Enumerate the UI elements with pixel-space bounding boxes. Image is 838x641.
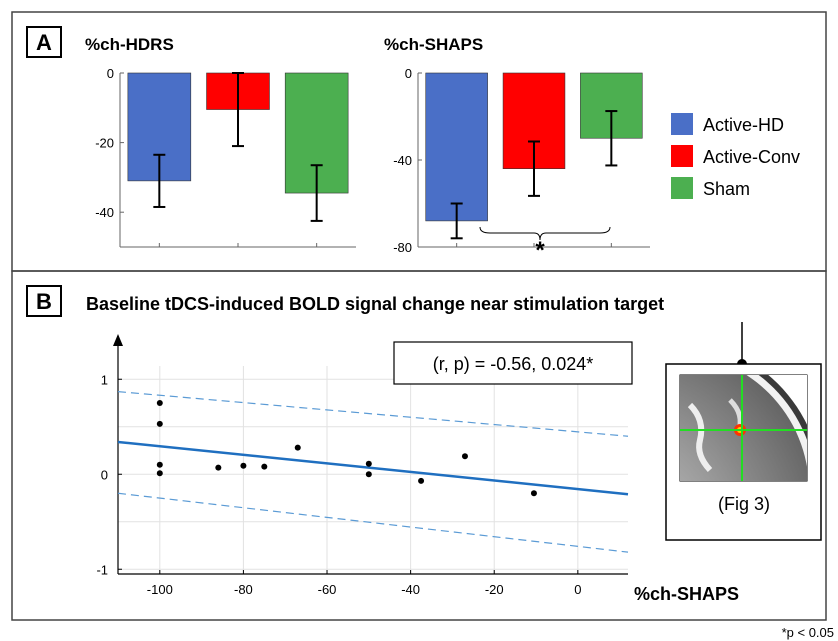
data-point <box>365 460 372 467</box>
ci-lower-line <box>117 492 629 553</box>
data-point <box>215 464 222 471</box>
x-tick-label: -40 <box>401 582 420 597</box>
data-point <box>156 461 163 468</box>
legend: Active-HD Active-Conv Sham <box>671 113 800 199</box>
y-tick-label: -80 <box>393 240 412 255</box>
legend-swatch-sham <box>671 177 693 199</box>
data-point <box>156 420 163 427</box>
panel-b-frame <box>11 270 827 621</box>
y-axis-arrow-icon <box>113 334 123 346</box>
data-point <box>418 477 425 484</box>
hdrs-chart-title: %ch-HDRS <box>85 35 174 54</box>
legend-swatch-active-hd <box>671 113 693 135</box>
x-tick-label: -20 <box>485 582 504 597</box>
y-tick-label: -1 <box>96 562 108 577</box>
panel-a-letter-box <box>26 26 62 58</box>
legend-label-active-conv: Active-Conv <box>703 147 800 167</box>
bar-active-hd <box>425 72 488 222</box>
data-point <box>156 470 163 477</box>
data-point <box>294 444 301 451</box>
x-tick-label: -60 <box>318 582 337 597</box>
y-tick-label: -40 <box>393 153 412 168</box>
data-point <box>530 490 537 497</box>
panel-b-title: Baseline tDCS-induced BOLD signal change… <box>86 294 664 314</box>
correlation-stat-text: (r, p) = -0.56, 0.024* <box>433 354 594 374</box>
footnote: *p < 0.05 <box>782 625 834 640</box>
legend-label-sham: Sham <box>703 179 750 199</box>
ci-upper-line <box>117 391 629 437</box>
panel-b-letter-box <box>26 285 62 317</box>
y-tick-label: 0 <box>405 66 412 81</box>
y-tick-label: 0 <box>101 467 108 482</box>
y-tick-label: 1 <box>101 372 108 387</box>
data-point <box>156 400 163 406</box>
legend-swatch-active-conv <box>671 145 693 167</box>
hdrs-bar-chart: 0 -20 -40 <box>95 66 356 248</box>
data-point <box>261 463 268 470</box>
x-tick-label: -80 <box>234 582 253 597</box>
data-point <box>461 453 468 460</box>
regression-line <box>117 440 629 496</box>
brain-slice-icon <box>680 375 807 481</box>
significance-star: * <box>535 237 545 264</box>
inset-caption: (Fig 3) <box>718 494 770 514</box>
shaps-chart-title: %ch-SHAPS <box>384 35 483 54</box>
y-tick-label: -20 <box>95 136 114 151</box>
panel-b-letter: B <box>36 289 52 314</box>
y-tick-label: -40 <box>95 205 114 220</box>
shaps-bar-chart: 0 -40 -80 <box>393 66 650 255</box>
data-point <box>365 471 372 478</box>
data-point <box>240 462 247 469</box>
y-tick-label: 0 <box>107 66 114 81</box>
x-tick-label: 0 <box>574 582 581 597</box>
panel-a-letter: A <box>36 30 52 55</box>
scatter-x-axis-label: %ch-SHAPS <box>634 584 739 604</box>
correlation-stat-box <box>393 341 633 385</box>
significance-bracket <box>479 226 611 241</box>
brain-inset: (Fig 3) <box>665 322 822 541</box>
x-tick-label: -100 <box>147 582 173 597</box>
scatter-plot: -100 -80 -60 -40 -20 0 -1 0 1 <box>96 334 629 597</box>
legend-label-active-hd: Active-HD <box>703 115 784 135</box>
